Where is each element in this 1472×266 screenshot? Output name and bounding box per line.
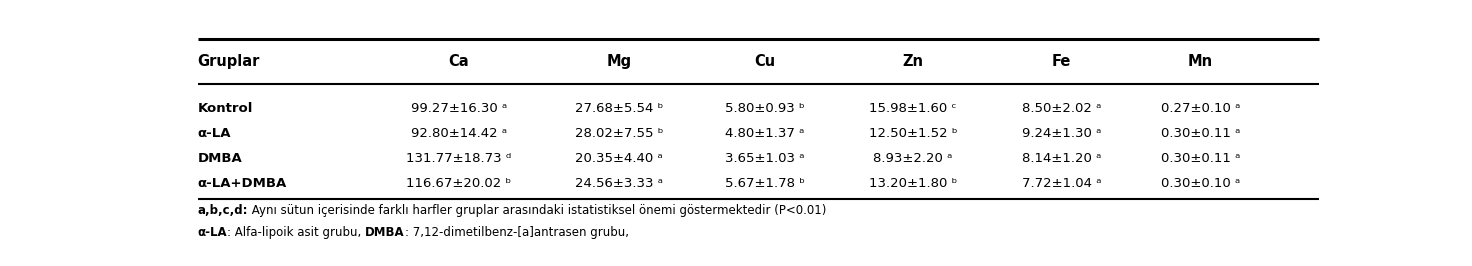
- Text: Cu: Cu: [754, 54, 776, 69]
- Text: 5.67±1.78 ᵇ: 5.67±1.78 ᵇ: [724, 177, 805, 190]
- Text: 12.50±1.52 ᵇ: 12.50±1.52 ᵇ: [868, 127, 957, 140]
- Text: 8.14±1.20 ᵃ: 8.14±1.20 ᵃ: [1022, 152, 1101, 165]
- Text: Mg: Mg: [606, 54, 631, 69]
- Text: 3.65±1.03 ᵃ: 3.65±1.03 ᵃ: [724, 152, 804, 165]
- Text: 7.72±1.04 ᵃ: 7.72±1.04 ᵃ: [1022, 177, 1101, 190]
- Text: 0.30±0.10 ᵃ: 0.30±0.10 ᵃ: [1161, 177, 1239, 190]
- Text: 20.35±4.40 ᵃ: 20.35±4.40 ᵃ: [576, 152, 662, 165]
- Text: Gruplar: Gruplar: [197, 54, 261, 69]
- Text: 0.30±0.11 ᵃ: 0.30±0.11 ᵃ: [1161, 152, 1239, 165]
- Text: Zn: Zn: [902, 54, 923, 69]
- Text: 131.77±18.73 ᵈ: 131.77±18.73 ᵈ: [406, 152, 512, 165]
- Text: 8.93±2.20 ᵃ: 8.93±2.20 ᵃ: [873, 152, 952, 165]
- Text: Kontrol: Kontrol: [197, 102, 253, 115]
- Text: 116.67±20.02 ᵇ: 116.67±20.02 ᵇ: [406, 177, 512, 190]
- Text: a,b,c,d:: a,b,c,d:: [197, 204, 249, 217]
- Text: Ca: Ca: [449, 54, 470, 69]
- Text: 99.27±16.30 ᵃ: 99.27±16.30 ᵃ: [411, 102, 506, 115]
- Text: : 7,12-dimetilbenz-[a]antrasen grubu,: : 7,12-dimetilbenz-[a]antrasen grubu,: [405, 226, 629, 239]
- Text: α-LA: α-LA: [197, 226, 227, 239]
- Text: : Alfa-lipoik asit grubu,: : Alfa-lipoik asit grubu,: [227, 226, 365, 239]
- Text: 15.98±1.60 ᶜ: 15.98±1.60 ᶜ: [870, 102, 957, 115]
- Text: DMBA: DMBA: [365, 226, 405, 239]
- Text: 0.30±0.11 ᵃ: 0.30±0.11 ᵃ: [1161, 127, 1239, 140]
- Text: Mn: Mn: [1188, 54, 1213, 69]
- Text: 9.24±1.30 ᵃ: 9.24±1.30 ᵃ: [1022, 127, 1101, 140]
- Text: Fe: Fe: [1051, 54, 1072, 69]
- Text: 5.80±0.93 ᵇ: 5.80±0.93 ᵇ: [724, 102, 805, 115]
- Text: Aynı sütun içerisinde farklı harfler gruplar arasındaki istatistiksel önemi göst: Aynı sütun içerisinde farklı harfler gru…: [249, 204, 827, 217]
- Text: 27.68±5.54 ᵇ: 27.68±5.54 ᵇ: [576, 102, 664, 115]
- Text: 8.50±2.02 ᵃ: 8.50±2.02 ᵃ: [1022, 102, 1101, 115]
- Text: 0.27±0.10 ᵃ: 0.27±0.10 ᵃ: [1161, 102, 1239, 115]
- Text: α-LA: α-LA: [197, 127, 231, 140]
- Text: 28.02±7.55 ᵇ: 28.02±7.55 ᵇ: [576, 127, 664, 140]
- Text: α-LA+DMBA: α-LA+DMBA: [197, 177, 287, 190]
- Text: 92.80±14.42 ᵃ: 92.80±14.42 ᵃ: [411, 127, 506, 140]
- Text: 13.20±1.80 ᵇ: 13.20±1.80 ᵇ: [868, 177, 957, 190]
- Text: DMBA: DMBA: [197, 152, 243, 165]
- Text: 24.56±3.33 ᵃ: 24.56±3.33 ᵃ: [576, 177, 664, 190]
- Text: 4.80±1.37 ᵃ: 4.80±1.37 ᵃ: [726, 127, 804, 140]
